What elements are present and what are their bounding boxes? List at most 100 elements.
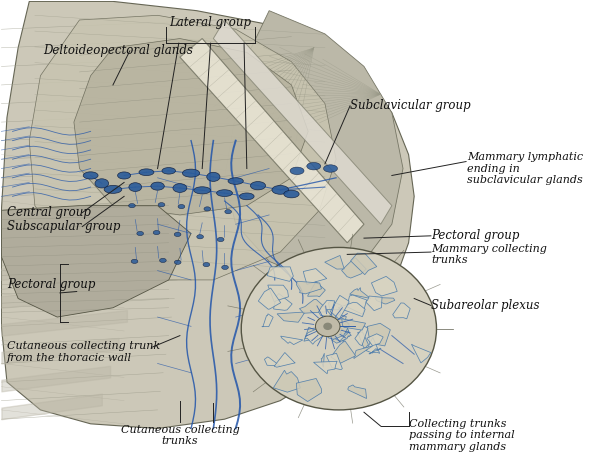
Polygon shape [274,370,301,392]
Polygon shape [332,331,345,342]
Ellipse shape [290,167,304,175]
Polygon shape [1,205,191,317]
Polygon shape [371,276,397,296]
Text: Subclavicular group: Subclavicular group [350,99,470,113]
Circle shape [323,323,332,330]
Polygon shape [366,296,382,311]
Ellipse shape [104,185,122,193]
Polygon shape [304,327,318,341]
Ellipse shape [162,168,176,174]
Polygon shape [338,302,365,317]
Ellipse shape [139,169,154,176]
Text: Pectoral group: Pectoral group [7,278,95,291]
Polygon shape [331,320,349,336]
Ellipse shape [174,233,181,236]
Text: Deltoideopectoral glands: Deltoideopectoral glands [43,43,193,57]
Polygon shape [281,336,303,345]
Polygon shape [330,328,350,341]
Polygon shape [323,325,342,338]
Ellipse shape [207,172,220,181]
Polygon shape [262,314,273,327]
Ellipse shape [83,172,98,179]
Polygon shape [324,321,342,333]
Ellipse shape [225,210,232,214]
Circle shape [241,248,436,410]
Polygon shape [412,344,431,363]
Polygon shape [180,38,364,243]
Polygon shape [265,357,280,366]
Ellipse shape [284,190,299,198]
Polygon shape [308,282,325,297]
Ellipse shape [151,182,164,190]
Text: Cutaneous collecting trunk
from the thoracic wall: Cutaneous collecting trunk from the thor… [7,341,160,363]
Polygon shape [268,285,289,302]
Text: Lateral group: Lateral group [170,16,251,29]
Ellipse shape [197,234,203,239]
Text: Subscapular group: Subscapular group [7,220,121,233]
Polygon shape [326,310,341,318]
Polygon shape [375,297,395,304]
Ellipse shape [217,190,232,197]
Polygon shape [259,288,281,309]
Polygon shape [358,332,368,347]
Ellipse shape [137,232,143,235]
Polygon shape [320,316,335,331]
Polygon shape [224,11,403,280]
Polygon shape [353,346,373,358]
Polygon shape [29,15,336,280]
Polygon shape [296,281,322,294]
Text: Pectoral group: Pectoral group [431,229,519,242]
Ellipse shape [307,163,321,170]
Text: Collecting trunks
passing to internal
mammary glands: Collecting trunks passing to internal ma… [409,419,514,452]
Ellipse shape [203,262,210,267]
Polygon shape [319,300,335,317]
Ellipse shape [228,178,244,184]
Polygon shape [332,313,346,324]
Polygon shape [328,318,349,339]
Polygon shape [330,322,343,332]
Ellipse shape [160,258,166,262]
Polygon shape [214,20,392,224]
Ellipse shape [95,179,109,188]
Polygon shape [369,348,381,354]
Ellipse shape [221,265,229,269]
Ellipse shape [175,260,181,264]
Polygon shape [341,258,366,278]
Polygon shape [274,294,292,310]
Polygon shape [325,255,344,269]
Ellipse shape [194,187,211,194]
Polygon shape [355,326,368,346]
Polygon shape [314,361,337,374]
Polygon shape [350,288,371,298]
Polygon shape [348,385,367,398]
Text: Cutaneous collecting
trunks: Cutaneous collecting trunks [121,425,239,446]
Polygon shape [317,322,336,334]
Polygon shape [328,317,349,333]
Ellipse shape [173,184,187,192]
Ellipse shape [272,185,289,194]
Ellipse shape [118,172,131,179]
Polygon shape [393,303,410,319]
Polygon shape [74,38,308,215]
Polygon shape [321,353,325,367]
Ellipse shape [153,231,160,234]
Ellipse shape [129,183,142,191]
Ellipse shape [239,193,254,200]
Ellipse shape [204,207,211,211]
Ellipse shape [217,237,224,241]
Ellipse shape [323,165,337,172]
Polygon shape [329,301,342,311]
Polygon shape [299,299,330,313]
Polygon shape [303,269,327,284]
Polygon shape [326,353,343,370]
Ellipse shape [128,204,136,208]
Circle shape [316,316,340,337]
Polygon shape [274,353,295,367]
Ellipse shape [182,169,200,177]
Ellipse shape [250,182,266,190]
Polygon shape [332,327,351,343]
Polygon shape [367,323,391,346]
Polygon shape [305,326,328,344]
Text: Mammary lymphatic
ending in
subclavicular glands: Mammary lymphatic ending in subclavicula… [467,152,583,185]
Polygon shape [296,378,322,402]
